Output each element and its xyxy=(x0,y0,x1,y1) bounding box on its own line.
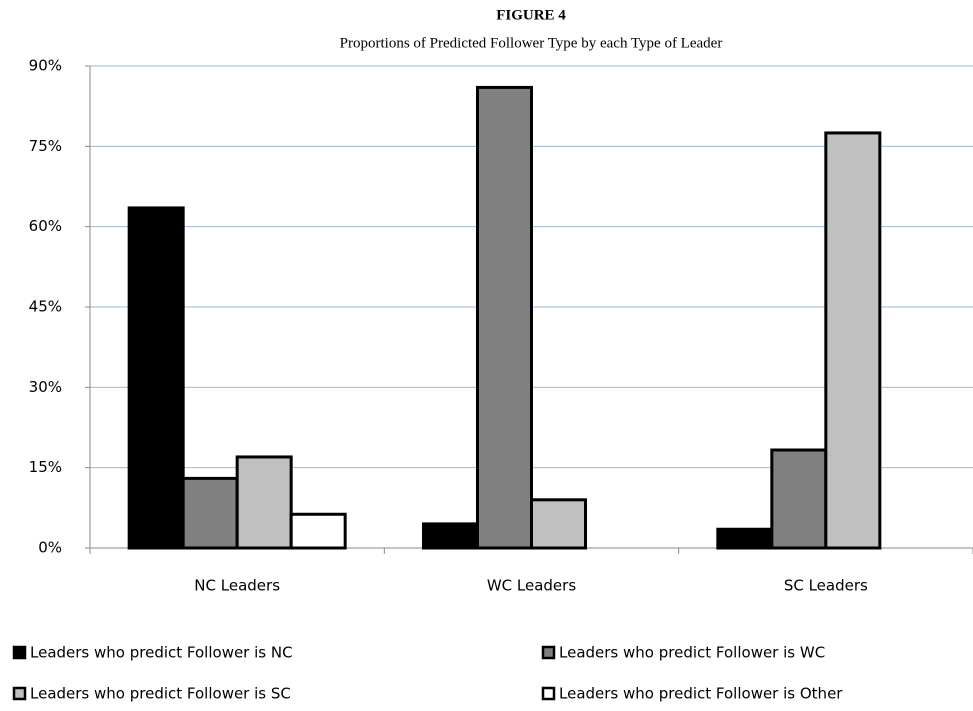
bar xyxy=(530,498,587,550)
bar xyxy=(716,527,774,550)
chart-title: FIGURE 4 xyxy=(496,7,566,23)
bar xyxy=(422,522,479,550)
y-tick-label: 60% xyxy=(29,217,62,235)
bar xyxy=(289,512,347,550)
legend-label: Leaders who predict Follower is WC xyxy=(559,644,825,662)
legend-swatch xyxy=(12,686,27,701)
bar xyxy=(181,476,239,550)
bar xyxy=(770,448,828,550)
x-tick-label: SC Leaders xyxy=(784,577,868,595)
bar xyxy=(127,206,185,550)
legend-label: Leaders who predict Follower is SC xyxy=(30,685,291,703)
bar xyxy=(235,455,293,550)
bar xyxy=(824,131,882,550)
bar xyxy=(476,85,533,550)
legend-swatch xyxy=(541,686,556,701)
legend-label: Leaders who predict Follower is Other xyxy=(559,685,843,703)
chart-subtitle: Proportions of Predicted Follower Type b… xyxy=(340,35,723,51)
legend-swatch xyxy=(541,645,556,660)
y-tick-label: 30% xyxy=(29,378,62,396)
x-tick-label: NC Leaders xyxy=(194,577,280,595)
y-tick-label: 75% xyxy=(29,137,62,155)
y-tick-label: 15% xyxy=(29,458,62,476)
x-tick-label: WC Leaders xyxy=(487,577,577,595)
y-tick-label: 0% xyxy=(38,539,62,557)
y-tick-label: 90% xyxy=(29,57,62,75)
y-tick-label: 45% xyxy=(29,298,62,316)
legend-swatch xyxy=(12,645,27,660)
legend-label: Leaders who predict Follower is NC xyxy=(30,644,293,662)
